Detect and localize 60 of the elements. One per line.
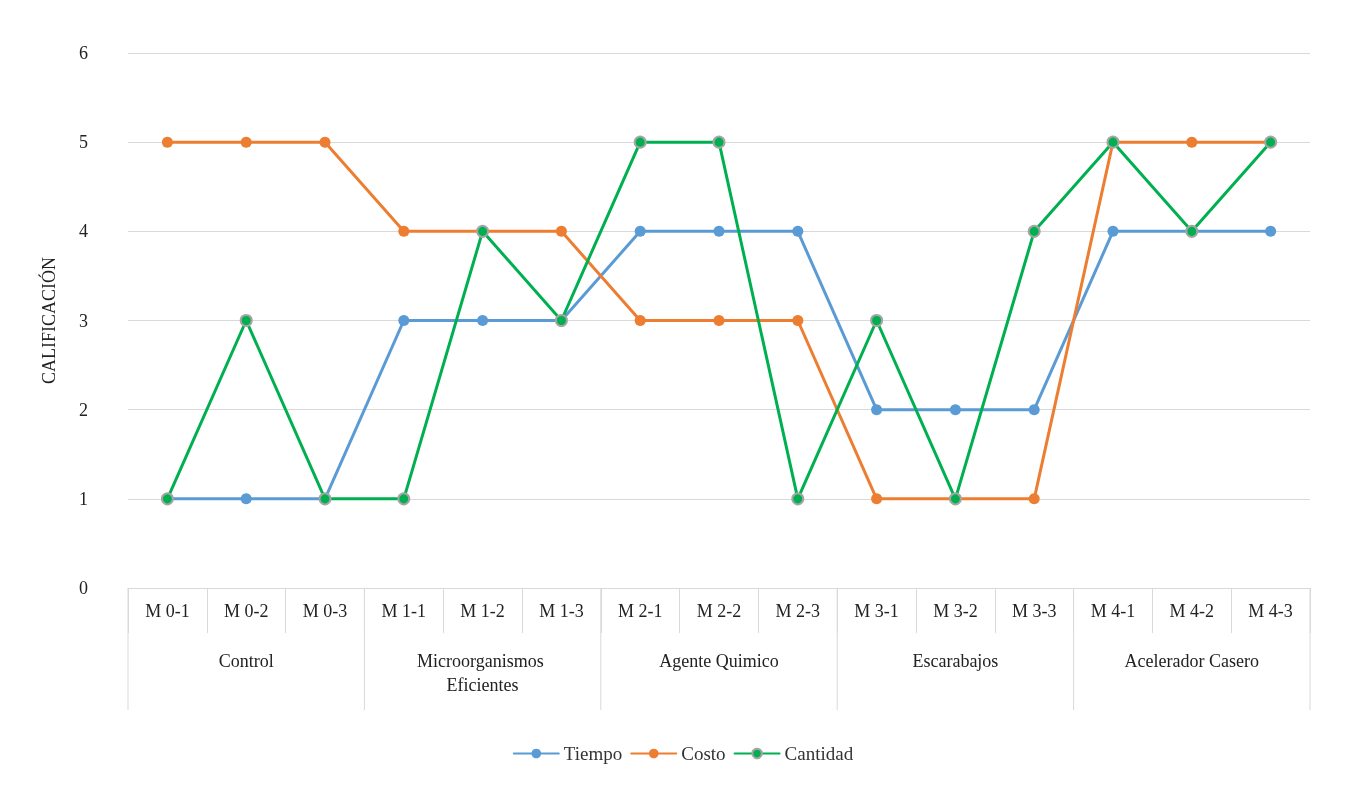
x-tick-label: M 4-1 (1090, 601, 1136, 621)
y-tick-label: 1 (79, 488, 88, 509)
point (398, 225, 410, 237)
x-tick-label: M 4-3 (1248, 601, 1293, 621)
point (240, 493, 252, 505)
point (319, 136, 331, 148)
x-tick-label: M 1-1 (381, 601, 427, 621)
y-axis-title: CALIFICACIÓN (38, 256, 59, 385)
point (161, 136, 173, 148)
y-tick-label: 5 (79, 132, 88, 153)
y-tick-label: 0 (79, 578, 88, 598)
text: Escarabajos (912, 651, 999, 671)
point (240, 136, 252, 148)
point (713, 225, 725, 237)
legend-label: Cantidad (784, 743, 854, 764)
point (397, 492, 411, 506)
point (712, 135, 726, 149)
point (633, 135, 647, 149)
y-tick-label: 2 (79, 399, 88, 420)
legend-label: Tiempo (563, 743, 623, 764)
x-tick-label: M 0-1 (145, 601, 190, 621)
x-tick-label: M 1-2 (460, 601, 505, 621)
x-tick-label: M 3-1 (854, 601, 899, 621)
point (1186, 136, 1198, 148)
point (1107, 225, 1119, 237)
point (239, 314, 253, 327)
point (792, 315, 804, 326)
point (477, 315, 489, 326)
point (713, 315, 725, 326)
point (634, 315, 646, 326)
x-tick-label: M 4-2 (1169, 601, 1215, 621)
x-tick-label: M 2-3 (775, 601, 821, 621)
x-tick-label: M 2-2 (696, 601, 742, 621)
text: Acelerador Casero (1124, 651, 1260, 671)
y-tick-label: 3 (79, 310, 88, 331)
point (871, 404, 883, 416)
x-tick-label: M 3-2 (933, 601, 978, 621)
text: Agente Quimico (659, 651, 779, 671)
point (1028, 404, 1040, 416)
x-tick-label: M 0-3 (302, 601, 348, 621)
point (949, 404, 961, 416)
y-tick-label: 6 (79, 43, 88, 63)
text: Microorganismos Eficientes (417, 651, 549, 695)
x-tick-label: M 2-1 (617, 601, 663, 621)
point (634, 225, 646, 237)
text: Control (218, 651, 274, 671)
point (792, 225, 804, 237)
point (398, 315, 410, 326)
legend-label: Costo (681, 743, 726, 764)
point (1027, 224, 1041, 238)
point (791, 492, 805, 506)
point (1265, 225, 1277, 237)
y-tick-label: 4 (79, 221, 88, 242)
x-tick-label: M 3-3 (1011, 601, 1057, 621)
x-tick-label: M 1-3 (539, 601, 584, 621)
point (1028, 493, 1040, 505)
x-tick-label: M 0-2 (223, 601, 269, 621)
point (871, 493, 883, 505)
point (870, 314, 884, 327)
point (555, 225, 567, 237)
